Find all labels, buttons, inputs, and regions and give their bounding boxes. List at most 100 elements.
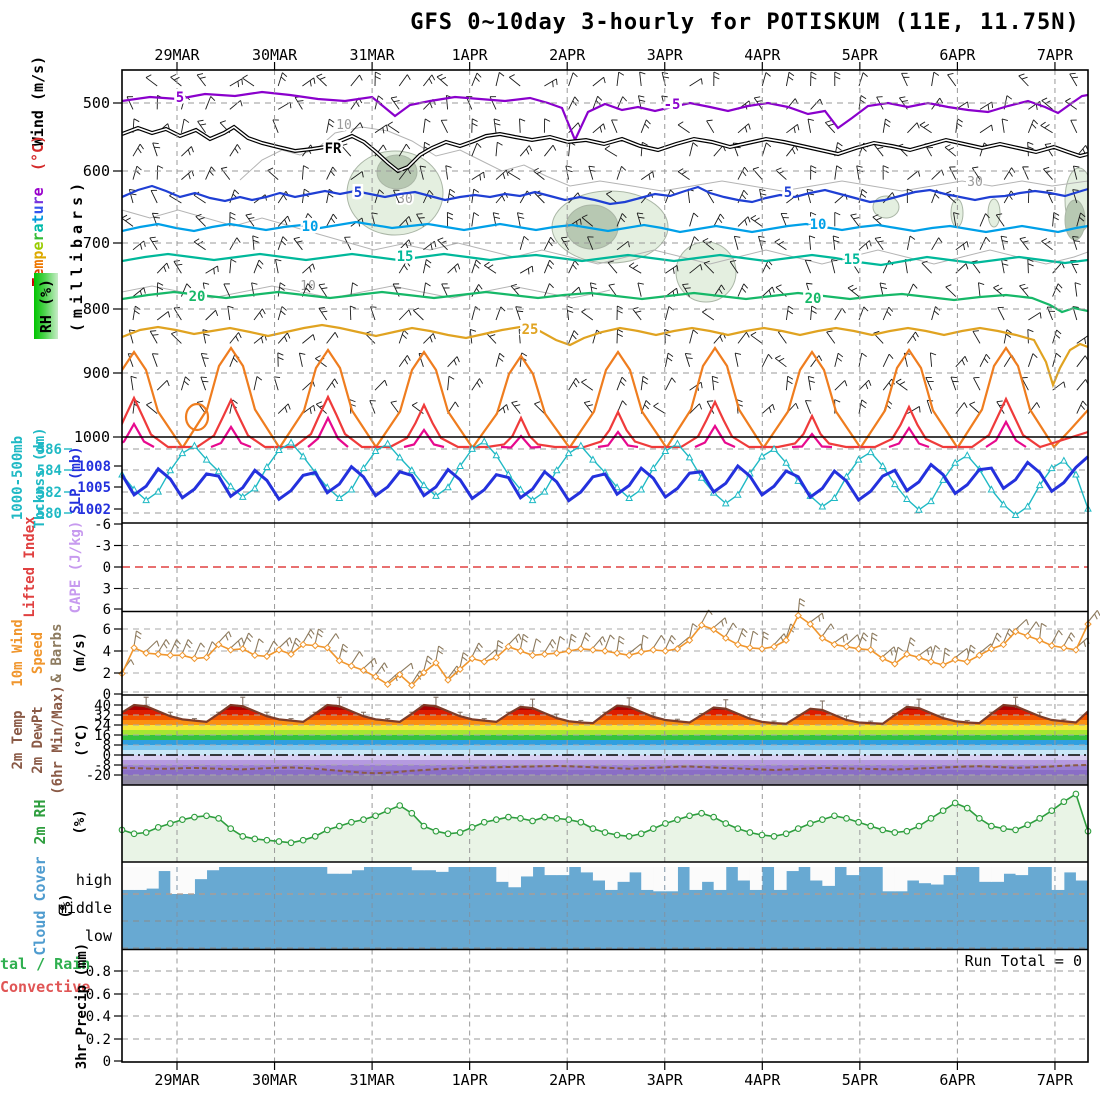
- wind-barb-tick: [880, 286, 888, 289]
- ytick-label: 600: [83, 162, 110, 180]
- thickness-tick-label: 582: [37, 485, 62, 501]
- wind-barb-tick: [1006, 95, 1013, 100]
- wind-barb-tick: [584, 400, 591, 403]
- rh-marker: [311, 832, 319, 840]
- wind-barb-tick: [309, 266, 312, 273]
- wind-barb-tick: [227, 305, 234, 309]
- wind-barb-tick: [461, 656, 468, 662]
- wind-barb: [560, 237, 569, 251]
- wind-barb-tick: [321, 310, 328, 313]
- wind-speed-marker: [468, 654, 476, 663]
- wind-barb-tick: [836, 357, 843, 362]
- wind-barb: [127, 353, 134, 367]
- wind-speed-marker: [492, 653, 501, 662]
- wind-barb-tick: [213, 268, 215, 275]
- wind-tick-label: 2: [103, 666, 111, 682]
- wind-barb-tick: [971, 260, 978, 263]
- rh-marker: [915, 822, 923, 830]
- wind-barb-tick: [549, 259, 555, 265]
- wind-barb: [850, 214, 860, 227]
- wind-barb-tick: [497, 141, 503, 146]
- thickness-marker: [782, 458, 790, 466]
- wind-barb-tick: [853, 263, 860, 266]
- wind-barb-tick: [833, 235, 840, 239]
- temp-contour-40: [888, 425, 930, 449]
- wind-barb-tick: [628, 262, 635, 267]
- wind-barb: [785, 72, 790, 87]
- panel-rh2m: [118, 785, 1092, 862]
- wind-barb-tick: [875, 236, 882, 239]
- wind-barb-tick: [125, 217, 131, 222]
- wind-barb-tick: [1033, 119, 1039, 125]
- wind-barb: [1043, 168, 1053, 180]
- wind-barb-tick: [617, 329, 624, 333]
- wind-barb-tick: [186, 283, 192, 289]
- wind-barb: [1074, 282, 1078, 297]
- wind-barb-tick: [1031, 123, 1037, 129]
- wind-barb-tick: [1058, 629, 1063, 636]
- wind-barb: [471, 259, 477, 274]
- wind-barb-tick: [809, 235, 816, 239]
- wind-barb: [702, 311, 715, 321]
- wind-barb-tick: [413, 307, 420, 311]
- wind-barb-tick: [621, 376, 627, 382]
- wind-barb-tick: [321, 287, 328, 290]
- label-degc2: (°C): [74, 723, 90, 757]
- rh-marker: [1048, 807, 1056, 815]
- wind-barb-tick: [653, 402, 659, 407]
- rh-marker: [384, 807, 392, 815]
- wind-barb-tick: [329, 118, 335, 123]
- wind-barb-tick: [926, 649, 930, 656]
- wind-barb-tick: [234, 147, 239, 154]
- wind-speed-marker: [516, 647, 525, 655]
- wind-barb-tick: [240, 100, 243, 107]
- wind-barb: [150, 190, 158, 204]
- wind-barb: [1076, 212, 1081, 227]
- contour-label: 5: [176, 90, 184, 106]
- wind-barb: [205, 166, 212, 180]
- wind-barb-tick: [448, 193, 455, 198]
- wind-barb-tick: [186, 643, 191, 649]
- wind-barb: [543, 237, 552, 251]
- high-cloud-bar: [496, 867, 509, 882]
- thickness-marker: [552, 466, 561, 474]
- wind-barb-tick: [188, 173, 191, 180]
- label-rh-text: RH (%): [37, 278, 55, 334]
- wind-barb-tick: [257, 264, 262, 269]
- wind-barb-tick: [964, 356, 968, 362]
- wind-barb-tick: [316, 401, 322, 405]
- wind-barb-tick: [494, 122, 501, 126]
- rh-marker: [565, 816, 573, 824]
- wind-barb: [193, 241, 206, 251]
- high-cloud-bar: [411, 867, 425, 871]
- wind-barb-tick: [331, 382, 336, 388]
- wind-barb: [858, 352, 863, 367]
- label-degc: (°C): [29, 134, 47, 172]
- wind-barb-tick: [248, 217, 255, 220]
- wind-barb-tick: [511, 400, 518, 403]
- wind-barb-tick: [437, 650, 444, 655]
- high-cloud-bar: [134, 867, 147, 890]
- wind-barb: [277, 332, 288, 344]
- temperature-letter: e: [29, 187, 47, 197]
- wind-barb: [374, 379, 386, 391]
- wind-barb-tick: [991, 124, 994, 131]
- wind-barb-tick: [708, 609, 713, 616]
- wind-barb: [519, 634, 524, 650]
- wind-barb-tick: [969, 401, 976, 405]
- wind-barb: [301, 165, 304, 180]
- high-cloud-bar: [931, 867, 944, 885]
- wind-barb: [350, 122, 361, 134]
- wind-barb-tick: [895, 378, 902, 383]
- wind-barb: [761, 403, 773, 414]
- wind-barb-tick: [171, 331, 178, 335]
- wind-barb: [145, 77, 158, 87]
- wind-barb: [918, 646, 932, 656]
- wind-barb: [606, 193, 618, 204]
- wind-barb-tick: [778, 240, 784, 245]
- wind-barb-tick: [236, 237, 241, 243]
- temp-band: [122, 720, 1088, 725]
- wind-barb-tick: [618, 640, 624, 645]
- wind-barb: [205, 265, 218, 274]
